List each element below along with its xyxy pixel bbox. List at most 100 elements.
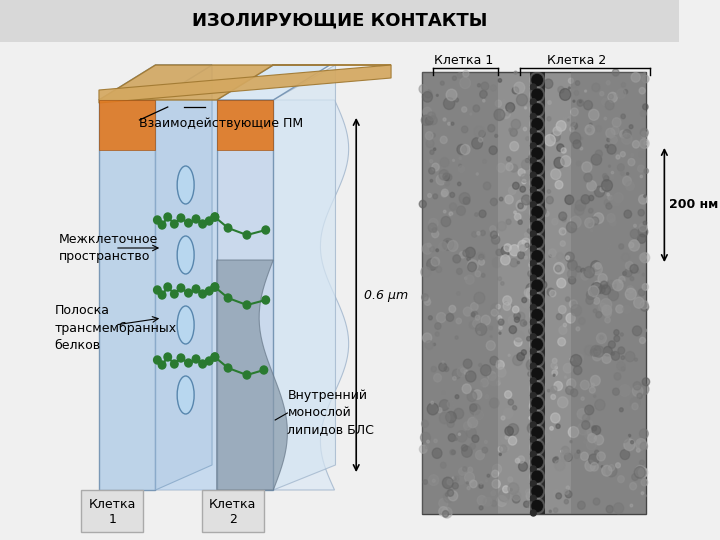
Circle shape	[474, 292, 485, 303]
Circle shape	[495, 482, 498, 484]
Circle shape	[437, 408, 442, 413]
Circle shape	[630, 276, 634, 281]
Circle shape	[199, 220, 207, 228]
Circle shape	[444, 176, 449, 180]
Circle shape	[567, 222, 577, 233]
Circle shape	[474, 213, 478, 217]
Circle shape	[640, 442, 647, 450]
Circle shape	[638, 383, 649, 395]
Circle shape	[448, 240, 458, 252]
Circle shape	[532, 75, 542, 85]
Circle shape	[454, 438, 457, 441]
Circle shape	[455, 395, 459, 399]
Circle shape	[566, 256, 570, 260]
Circle shape	[553, 457, 558, 463]
Polygon shape	[217, 65, 330, 100]
Circle shape	[500, 445, 507, 453]
Circle shape	[528, 262, 534, 267]
Circle shape	[472, 232, 477, 237]
Circle shape	[630, 229, 639, 239]
Circle shape	[529, 416, 531, 420]
Circle shape	[565, 252, 575, 262]
Circle shape	[510, 489, 512, 491]
Circle shape	[567, 260, 577, 271]
Circle shape	[618, 276, 625, 283]
Circle shape	[524, 288, 532, 297]
Circle shape	[526, 501, 533, 508]
Circle shape	[582, 414, 590, 422]
Circle shape	[199, 360, 207, 368]
Circle shape	[563, 363, 572, 373]
Circle shape	[636, 269, 640, 273]
Circle shape	[547, 190, 551, 193]
Circle shape	[468, 417, 477, 428]
Circle shape	[445, 174, 452, 181]
Circle shape	[549, 290, 556, 297]
Circle shape	[570, 358, 573, 361]
Circle shape	[548, 100, 552, 104]
Circle shape	[424, 90, 432, 98]
Circle shape	[192, 215, 199, 223]
Circle shape	[425, 341, 433, 349]
Circle shape	[577, 450, 580, 453]
Text: Полоска
трансмембранных
белков: Полоска трансмембранных белков	[55, 305, 177, 352]
Text: Взаимодействующие ПМ: Взаимодействующие ПМ	[140, 117, 304, 130]
Circle shape	[430, 247, 435, 252]
Circle shape	[579, 318, 585, 325]
Circle shape	[536, 293, 541, 300]
Circle shape	[490, 203, 492, 205]
Circle shape	[462, 445, 467, 451]
Circle shape	[177, 354, 185, 362]
Circle shape	[640, 129, 648, 137]
Circle shape	[636, 438, 647, 450]
Circle shape	[531, 172, 536, 178]
Circle shape	[441, 81, 444, 85]
Circle shape	[556, 120, 566, 131]
Circle shape	[455, 98, 459, 102]
Circle shape	[474, 126, 485, 137]
Circle shape	[457, 182, 461, 186]
Circle shape	[444, 210, 446, 213]
Circle shape	[602, 305, 611, 315]
Circle shape	[591, 261, 600, 271]
Circle shape	[479, 363, 482, 367]
Circle shape	[462, 107, 467, 112]
Circle shape	[481, 379, 488, 387]
Circle shape	[427, 243, 431, 247]
Circle shape	[510, 141, 518, 151]
Circle shape	[478, 484, 481, 488]
Circle shape	[602, 98, 608, 105]
Circle shape	[638, 165, 644, 172]
Circle shape	[530, 278, 545, 294]
Circle shape	[530, 469, 545, 484]
Circle shape	[616, 463, 621, 468]
Circle shape	[453, 255, 461, 263]
Circle shape	[514, 313, 521, 320]
Circle shape	[557, 314, 562, 320]
Circle shape	[421, 115, 431, 125]
Circle shape	[449, 203, 456, 211]
Circle shape	[508, 483, 519, 494]
Circle shape	[571, 108, 578, 116]
Polygon shape	[422, 72, 498, 514]
Circle shape	[621, 367, 625, 371]
Circle shape	[598, 286, 606, 294]
Circle shape	[494, 109, 505, 120]
Circle shape	[490, 85, 496, 91]
Circle shape	[607, 193, 609, 196]
Circle shape	[467, 487, 470, 490]
Circle shape	[532, 471, 542, 482]
Circle shape	[564, 376, 567, 379]
Polygon shape	[156, 100, 348, 490]
Circle shape	[531, 231, 536, 237]
Circle shape	[551, 394, 556, 400]
Circle shape	[185, 219, 192, 227]
Circle shape	[500, 434, 510, 444]
Circle shape	[482, 99, 485, 102]
Circle shape	[591, 282, 602, 294]
Circle shape	[452, 477, 454, 479]
Circle shape	[439, 170, 449, 180]
Circle shape	[585, 218, 594, 228]
Circle shape	[504, 244, 511, 252]
Circle shape	[446, 241, 449, 243]
